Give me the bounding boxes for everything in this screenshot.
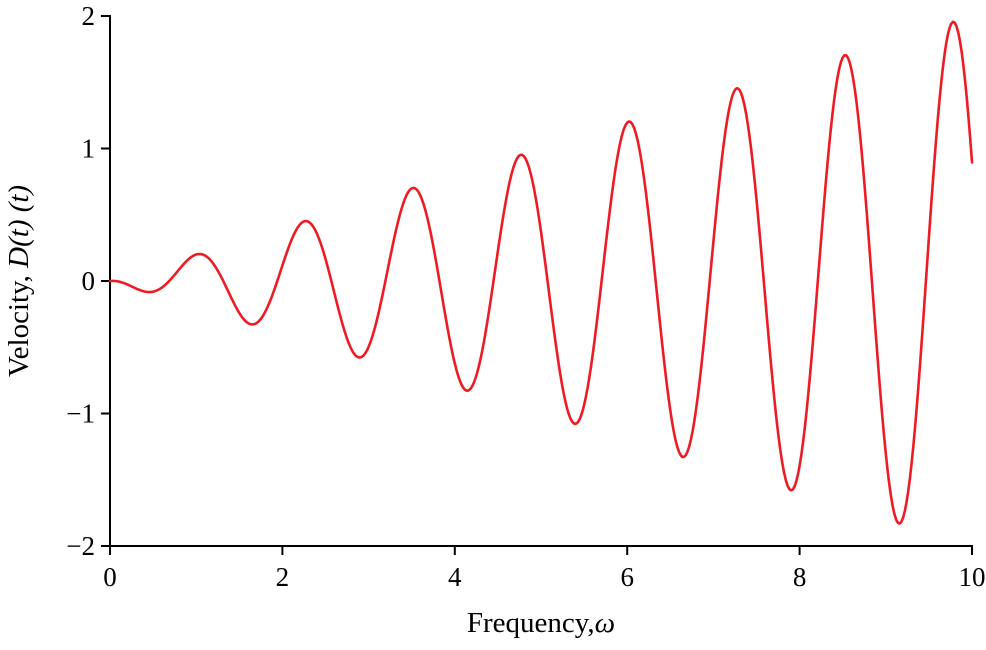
velocity-curve xyxy=(108,20,974,525)
y-tick-label: 1 xyxy=(82,134,96,164)
x-tick-label: 4 xyxy=(448,562,462,592)
y-tick-label: −1 xyxy=(66,399,95,429)
y-axis-label: Velocity, D(t) (t) xyxy=(3,185,35,377)
x-tick-label: 2 xyxy=(276,562,290,592)
y-tick-label: 0 xyxy=(82,266,96,296)
x-tick-label: 8 xyxy=(793,562,807,592)
y-tick-label: −2 xyxy=(66,531,95,561)
x-tick-label: 6 xyxy=(620,562,634,592)
x-tick-label: 0 xyxy=(103,562,117,592)
x-axis-label: Frequency,ω xyxy=(467,607,615,639)
y-tick-label: 2 xyxy=(82,1,96,31)
x-tick-label: 10 xyxy=(959,562,986,592)
